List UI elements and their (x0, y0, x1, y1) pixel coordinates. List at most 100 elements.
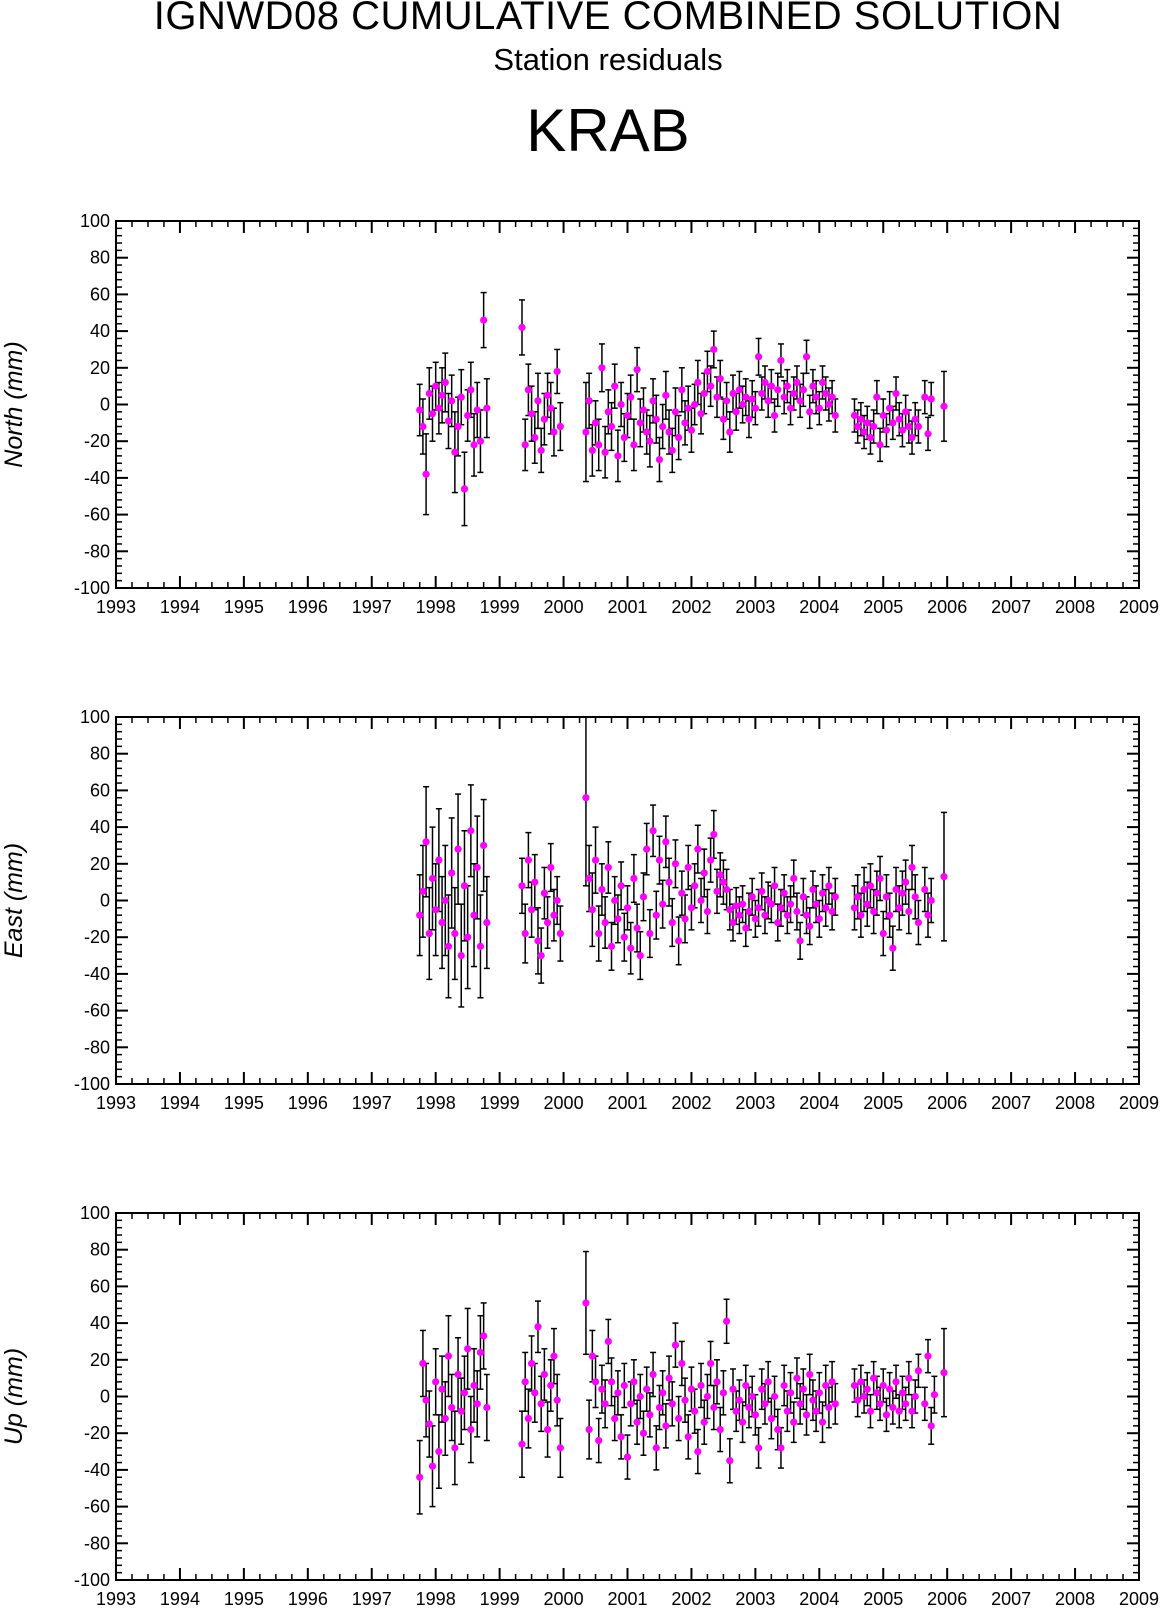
up-data-point (786, 1389, 795, 1397)
up-data-point (537, 1400, 545, 1408)
north-x-tick-label: 1998 (416, 597, 456, 617)
east-x-tick-label: 1998 (416, 1093, 456, 1113)
up-data-point (921, 1400, 929, 1408)
east-data-point (940, 873, 948, 881)
up-data-point (892, 1378, 900, 1386)
east-x-tick-label: 2006 (927, 1093, 967, 1113)
north-data-point (905, 422, 913, 431)
north-data-point (927, 395, 935, 403)
east-data-point (457, 951, 465, 960)
east-y-tick-label: -80 (84, 1037, 110, 1057)
north-y-tick-label: 40 (90, 321, 110, 341)
north-x-tick-label: 1995 (224, 597, 264, 617)
up-data-point (802, 1411, 811, 1419)
north-data-point (870, 422, 878, 431)
north-data-point (671, 408, 680, 416)
up-data-point (438, 1385, 446, 1393)
up-data-point (480, 1332, 488, 1340)
east-y-tick-label: 40 (90, 817, 110, 837)
north-data-point (710, 345, 718, 354)
east-data-point (908, 863, 916, 872)
north-data-point (732, 408, 740, 416)
up-data-point (671, 1341, 680, 1349)
east-data-point (419, 887, 427, 895)
station-name: KRAB (526, 97, 690, 164)
up-data-point (905, 1374, 913, 1382)
north-data-point (540, 415, 548, 423)
north-data-point (639, 406, 648, 414)
up-data-point (630, 1378, 638, 1386)
up-x-tick-label: 1994 (160, 1589, 200, 1609)
north-data-point (460, 485, 469, 493)
east-data-point (723, 885, 731, 894)
north-x-tick-label: 2004 (799, 597, 839, 617)
up-data-point (524, 1414, 532, 1423)
up-x-tick-label: 1995 (224, 1589, 264, 1609)
north-data-point (416, 406, 424, 414)
north-data-point (614, 452, 622, 460)
up-data-point (879, 1381, 887, 1390)
up-x-tick-label: 2003 (735, 1589, 775, 1609)
up-data-point (588, 1352, 596, 1360)
east-data-point (480, 841, 488, 850)
up-data-point (550, 1352, 558, 1360)
north-data-point (735, 386, 743, 394)
up-data-point (799, 1385, 807, 1393)
east-data-point (866, 882, 875, 890)
up-data-point (758, 1385, 766, 1393)
north-data-point (716, 375, 724, 383)
east-data-point (738, 900, 747, 908)
north-series (416, 291, 948, 527)
east-data-point (822, 904, 830, 912)
east-data-point (898, 889, 907, 897)
up-data-point (633, 1418, 641, 1426)
north-data-point (665, 428, 673, 436)
up-data-point (793, 1374, 801, 1382)
north-y-tick-label: -40 (84, 468, 110, 488)
north-data-point (790, 389, 798, 398)
east-data-point (435, 856, 443, 864)
east-data-point (448, 869, 456, 877)
north-data-point (863, 419, 871, 427)
up-data-point (454, 1370, 462, 1379)
east-y-tick-label: 0 (100, 891, 110, 911)
north-data-point (914, 422, 923, 431)
east-x-tick-label: 2007 (991, 1093, 1031, 1113)
north-data-point (850, 411, 859, 420)
east-data-point (751, 915, 759, 923)
up-data-point (585, 1425, 593, 1434)
up-data-point (464, 1345, 472, 1353)
east-data-point (428, 874, 437, 883)
east-x-tick-label: 2009 (1119, 1093, 1159, 1113)
north-data-point (422, 470, 430, 478)
up-y-tick-label: 0 (100, 1387, 110, 1407)
east-data-point (521, 929, 529, 938)
up-data-point (723, 1317, 731, 1325)
north-data-point (595, 441, 603, 449)
east-data-point (796, 937, 804, 945)
east-data-point (636, 951, 644, 960)
east-data-point (892, 885, 900, 894)
north-y-tick-label: 80 (90, 248, 110, 268)
up-data-point (543, 1425, 552, 1434)
up-data-point (582, 1299, 590, 1307)
east-series (416, 717, 948, 1008)
east-y-tick-label: 20 (90, 854, 110, 874)
north-data-point (921, 393, 929, 401)
east-data-point (604, 863, 612, 872)
north-x-tick-label: 1999 (480, 597, 520, 617)
north-data-point (473, 406, 481, 414)
north-data-point (649, 397, 657, 405)
up-data-point (627, 1400, 635, 1408)
up-data-point (700, 1418, 708, 1426)
up-data-point (419, 1359, 427, 1368)
up-y-tick-label: -80 (84, 1533, 110, 1553)
north-data-point (886, 404, 894, 412)
up-x-tick-label: 2008 (1055, 1589, 1095, 1609)
north-data-point (604, 408, 612, 416)
north-data-point (630, 441, 638, 449)
north-data-point (582, 428, 590, 436)
east-data-point (553, 896, 561, 905)
north-data-point (831, 411, 839, 420)
north-panel: 1993 1994 1995 1996 1997 1998 1999 2000 2001 2002… (0, 211, 1159, 617)
